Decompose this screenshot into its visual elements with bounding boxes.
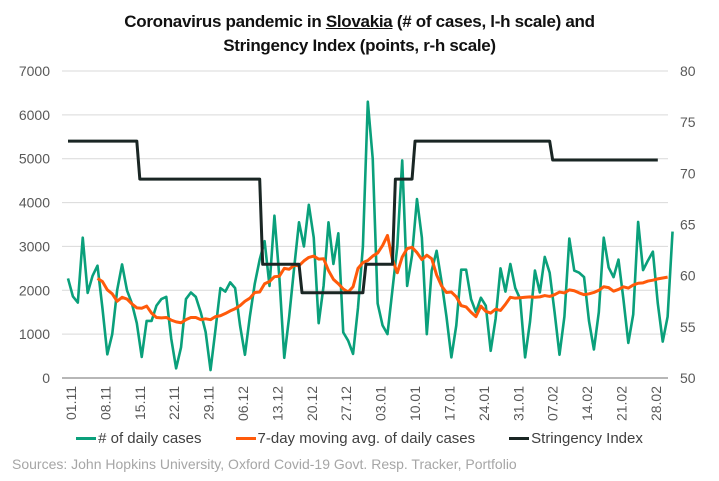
gridlines [62, 70, 668, 379]
x-tick-label: 28.02 [648, 386, 664, 421]
x-axis: 01.11 08.11 15.11 22.11 29.11 06.12 13.12 20.12… [63, 386, 664, 421]
legend-swatch-moving-avg [235, 437, 256, 440]
x-tick-label: 27.12 [338, 386, 354, 421]
y-right-tick-label: 70 [680, 165, 696, 181]
x-tick-label: 17.01 [441, 386, 457, 421]
y-right-tick-label: 55 [680, 319, 696, 335]
series-stringency-line [68, 139, 658, 295]
x-tick-label: 07.02 [545, 386, 561, 421]
x-tick-label: 20.12 [304, 386, 320, 421]
series-group [66, 100, 674, 372]
x-tick-label: 15.11 [132, 386, 148, 420]
y-right-tick-label: 75 [680, 114, 696, 130]
title-text: Coronavirus pandemic in [124, 12, 326, 31]
y-left-tick-label: 7000 [19, 63, 50, 79]
x-tick-label: 24.01 [476, 386, 492, 421]
chart-title: Coronavirus pandemic in Slovakia (# of c… [0, 10, 719, 58]
legend-swatch-stringency [509, 437, 530, 440]
y-right-tick-label: 65 [680, 217, 696, 233]
x-tick-label: 14.02 [579, 386, 595, 421]
source-note: Sources: John Hopkins University, Oxford… [12, 456, 517, 472]
chart-plot: 0 1000 2000 3000 4000 5000 6000 7000 50 55 60 65 70… [19, 63, 696, 421]
x-tick-label: 29.11 [201, 386, 217, 420]
x-tick-label: 21.02 [613, 386, 629, 421]
x-tick-label: 06.12 [235, 386, 251, 421]
legend: # of daily cases 7-day moving avg. of da… [0, 430, 719, 447]
x-tick-label: 03.01 [373, 386, 389, 421]
y-left-tick-label: 6000 [19, 107, 50, 123]
y-left-tick-label: 5000 [19, 151, 50, 167]
y-axis-right: 50 55 60 65 70 75 80 [680, 63, 696, 386]
legend-item-daily-cases[interactable]: # of daily cases [76, 430, 202, 447]
y-left-tick-label: 0 [42, 370, 50, 386]
legend-label: Stringency Index [531, 430, 643, 447]
title-line2: Stringency Index (points, r-h scale) [223, 36, 496, 55]
legend-label: # of daily cases [98, 430, 202, 447]
x-tick-label: 10.01 [407, 386, 423, 421]
legend-item-stringency[interactable]: Stringency Index [509, 430, 643, 447]
x-tick-label: 01.11 [63, 386, 79, 420]
x-tick-label: 31.01 [510, 386, 526, 421]
y-left-tick-label: 2000 [19, 282, 50, 298]
y-left-tick-label: 4000 [19, 195, 50, 211]
x-tick-label: 08.11 [97, 386, 113, 420]
x-tick-label: 22.11 [166, 386, 182, 420]
title-country-link[interactable]: Slovakia [325, 12, 393, 31]
y-right-tick-label: 60 [680, 268, 696, 284]
y-right-tick-label: 80 [680, 63, 696, 79]
y-axis-left: 0 1000 2000 3000 4000 5000 6000 7000 [19, 63, 50, 386]
series-moving-avg-line [96, 233, 668, 325]
y-left-tick-label: 1000 [19, 326, 50, 342]
legend-label: 7-day moving avg. of daily cases [257, 430, 476, 447]
legend-item-moving-avg[interactable]: 7-day moving avg. of daily cases [235, 430, 476, 447]
series-daily-cases-line [66, 100, 674, 372]
y-right-tick-label: 50 [680, 370, 696, 386]
y-left-tick-label: 3000 [19, 238, 50, 254]
title-text-suffix: (# of cases, l-h scale) and [392, 12, 595, 31]
legend-swatch-daily-cases [76, 437, 97, 440]
x-tick-label: 13.12 [269, 386, 285, 421]
